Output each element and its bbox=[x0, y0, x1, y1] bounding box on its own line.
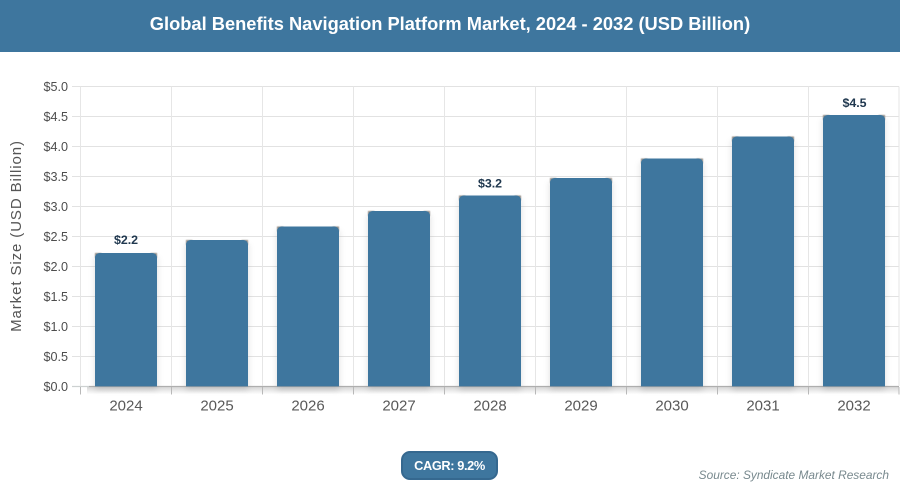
svg-text:2028: 2028 bbox=[473, 398, 506, 415]
svg-text:2030: 2030 bbox=[655, 398, 688, 415]
svg-text:$0.5: $0.5 bbox=[43, 350, 68, 364]
svg-text:2025: 2025 bbox=[200, 398, 233, 415]
svg-text:$2.5: $2.5 bbox=[43, 230, 68, 244]
svg-text:2029: 2029 bbox=[564, 398, 597, 415]
svg-text:$5.0: $5.0 bbox=[43, 80, 68, 94]
svg-text:2026: 2026 bbox=[291, 398, 324, 415]
svg-text:2024: 2024 bbox=[109, 398, 142, 415]
svg-text:$3.2: $3.2 bbox=[478, 177, 502, 191]
svg-text:$3.0: $3.0 bbox=[43, 200, 68, 214]
svg-text:Market Size (USD Billion): Market Size (USD Billion) bbox=[8, 140, 25, 332]
svg-text:$4.5: $4.5 bbox=[43, 110, 68, 124]
svg-text:$3.5: $3.5 bbox=[43, 170, 68, 184]
svg-text:2031: 2031 bbox=[746, 398, 779, 415]
svg-text:$1.0: $1.0 bbox=[43, 320, 68, 334]
svg-text:$0.0: $0.0 bbox=[43, 380, 68, 394]
svg-text:$4.0: $4.0 bbox=[43, 140, 68, 154]
svg-text:2032: 2032 bbox=[837, 398, 870, 415]
svg-text:$4.5: $4.5 bbox=[842, 96, 866, 110]
svg-text:$2.0: $2.0 bbox=[43, 260, 68, 274]
svg-text:$2.2: $2.2 bbox=[114, 233, 138, 247]
svg-text:$1.5: $1.5 bbox=[43, 290, 68, 304]
svg-text:2027: 2027 bbox=[382, 398, 415, 415]
